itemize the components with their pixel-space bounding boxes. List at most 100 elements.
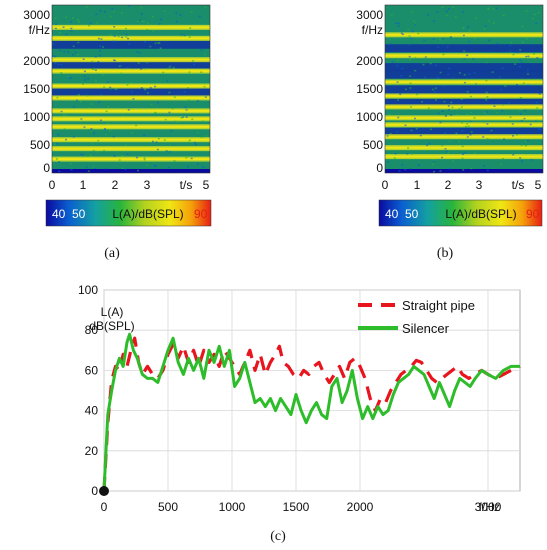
spec-a-speckle (103, 149, 106, 152)
spec-a-speckle (89, 154, 92, 156)
spec-a-speckle (157, 137, 160, 140)
spec-b-speckle (469, 95, 472, 98)
spec-b-speckle (463, 50, 466, 52)
spec-a-speckle (91, 60, 94, 63)
spec-a-speckle (67, 51, 70, 53)
spec-a-speckle (185, 109, 188, 111)
spec-a-speckle (184, 106, 187, 109)
spec-a-speckle (92, 149, 95, 152)
colorbar-a (45, 199, 212, 227)
spec-b-speckle (404, 124, 407, 127)
spec-b-speckle (495, 7, 498, 10)
spec-a-speckle (146, 28, 149, 31)
spec-a-speckle (109, 15, 112, 18)
spec-a-band-core-10 (52, 37, 210, 40)
spec-a-band-core-4 (52, 117, 210, 120)
panel-label-a: (a) (104, 246, 120, 261)
spec-a-speckle (179, 34, 182, 37)
spec-a-speckle (105, 167, 108, 170)
spec-b-speckle (467, 125, 470, 127)
spec-a-speckle (137, 169, 140, 172)
spec-b-speckle (443, 85, 446, 87)
spec-a-speckle (94, 167, 97, 170)
spec-b-trough-3 (385, 85, 543, 94)
spec-b-speckle (511, 123, 514, 125)
spec-b-speckle (533, 13, 536, 16)
b-ytick-2000: 2000 (356, 54, 383, 68)
spec-a-speckle (140, 7, 143, 9)
spec-a-speckle (158, 42, 161, 44)
spec-b-speckle (389, 132, 392, 135)
line-chart-c: 0 20 40 60 80 100 0 500 1000 1500 2000 3000 L(A) dB… (78, 283, 521, 544)
spec-a-speckle (185, 116, 188, 118)
spec-a-band-core-3 (52, 125, 210, 128)
spec-a-band-core-8 (52, 70, 210, 73)
spec-a-trough-2 (52, 87, 210, 96)
spec-a-speckle (121, 113, 124, 115)
spec-b-speckle (527, 55, 530, 58)
spec-a-speckle (96, 151, 99, 153)
spec-b-speckle (466, 136, 469, 138)
spec-a-speckle (103, 86, 106, 88)
spec-b-speckle (459, 72, 462, 74)
spec-b-speckle (534, 120, 537, 122)
spec-b-band-core-2 (385, 135, 543, 138)
a-ytick-2000: 2000 (23, 54, 50, 68)
spec-a-speckle (168, 91, 171, 94)
spec-a-speckle (140, 13, 143, 15)
spec-b-speckle (449, 168, 452, 170)
spec-a-speckle (173, 160, 176, 162)
spec-a-speckle (72, 53, 75, 56)
spec-a-speckle (56, 96, 59, 99)
spec-b-speckle (411, 153, 414, 155)
spec-a-speckle (145, 61, 148, 64)
spec-a-speckle (102, 46, 105, 48)
spec-a-speckle (140, 68, 143, 70)
spec-a-trough-0 (52, 40, 210, 49)
chart-c-plot-frame (103, 289, 521, 492)
spec-b-speckle (502, 51, 505, 54)
spec-b-speckle (420, 101, 423, 103)
spec-a-speckle (164, 118, 167, 121)
spec-b-speckle (409, 58, 412, 61)
spec-b-speckle (435, 99, 438, 101)
spec-a-speckle (72, 136, 75, 138)
spec-a-speckle (124, 27, 127, 30)
spec-b-speckle (485, 61, 488, 64)
spec-b-speckle (495, 111, 498, 114)
colorbar-b (378, 199, 543, 227)
spec-b-speckle (454, 16, 457, 18)
spec-a-speckle (130, 82, 133, 84)
spec-b-speckle (523, 117, 526, 120)
spec-a-speckle (190, 11, 193, 14)
spec-a-speckle (113, 87, 116, 90)
spec-b-speckle (396, 81, 399, 83)
b-ytick-1500: 1500 (356, 82, 383, 96)
spectrogram-b-frame (384, 4, 544, 174)
a-ylabel: f/Hz (29, 23, 50, 37)
spec-b-bottom-band (385, 169, 543, 173)
spec-b-speckle (450, 35, 453, 38)
spec-b-trough-1 (385, 63, 543, 72)
spec-a-speckle (92, 132, 95, 134)
spec-b-speckle (468, 73, 471, 76)
spec-a-speckle (64, 114, 67, 116)
spec-b-speckle (483, 112, 486, 114)
spec-b-speckle (536, 119, 539, 122)
spec-a-speckle (120, 12, 123, 14)
spec-b-speckle (524, 141, 527, 143)
spectrogram-a-frame (51, 4, 211, 174)
spec-b-speckle (445, 14, 448, 17)
colorbar-b-title: L(A)/dB(SPL) (445, 207, 516, 221)
spec-a-speckle (170, 129, 173, 132)
spec-a-speckle (175, 12, 178, 14)
spec-a-speckle (172, 66, 175, 69)
spec-b-speckle (437, 46, 440, 49)
spec-b-speckle (524, 109, 527, 112)
spec-b-speckle (419, 134, 422, 137)
b-xtick-5: 5 (535, 178, 542, 192)
spec-a-speckle (77, 18, 80, 21)
spec-b-speckle (439, 121, 442, 124)
spec-a-speckle (156, 101, 159, 104)
spec-b-speckle (390, 14, 393, 16)
